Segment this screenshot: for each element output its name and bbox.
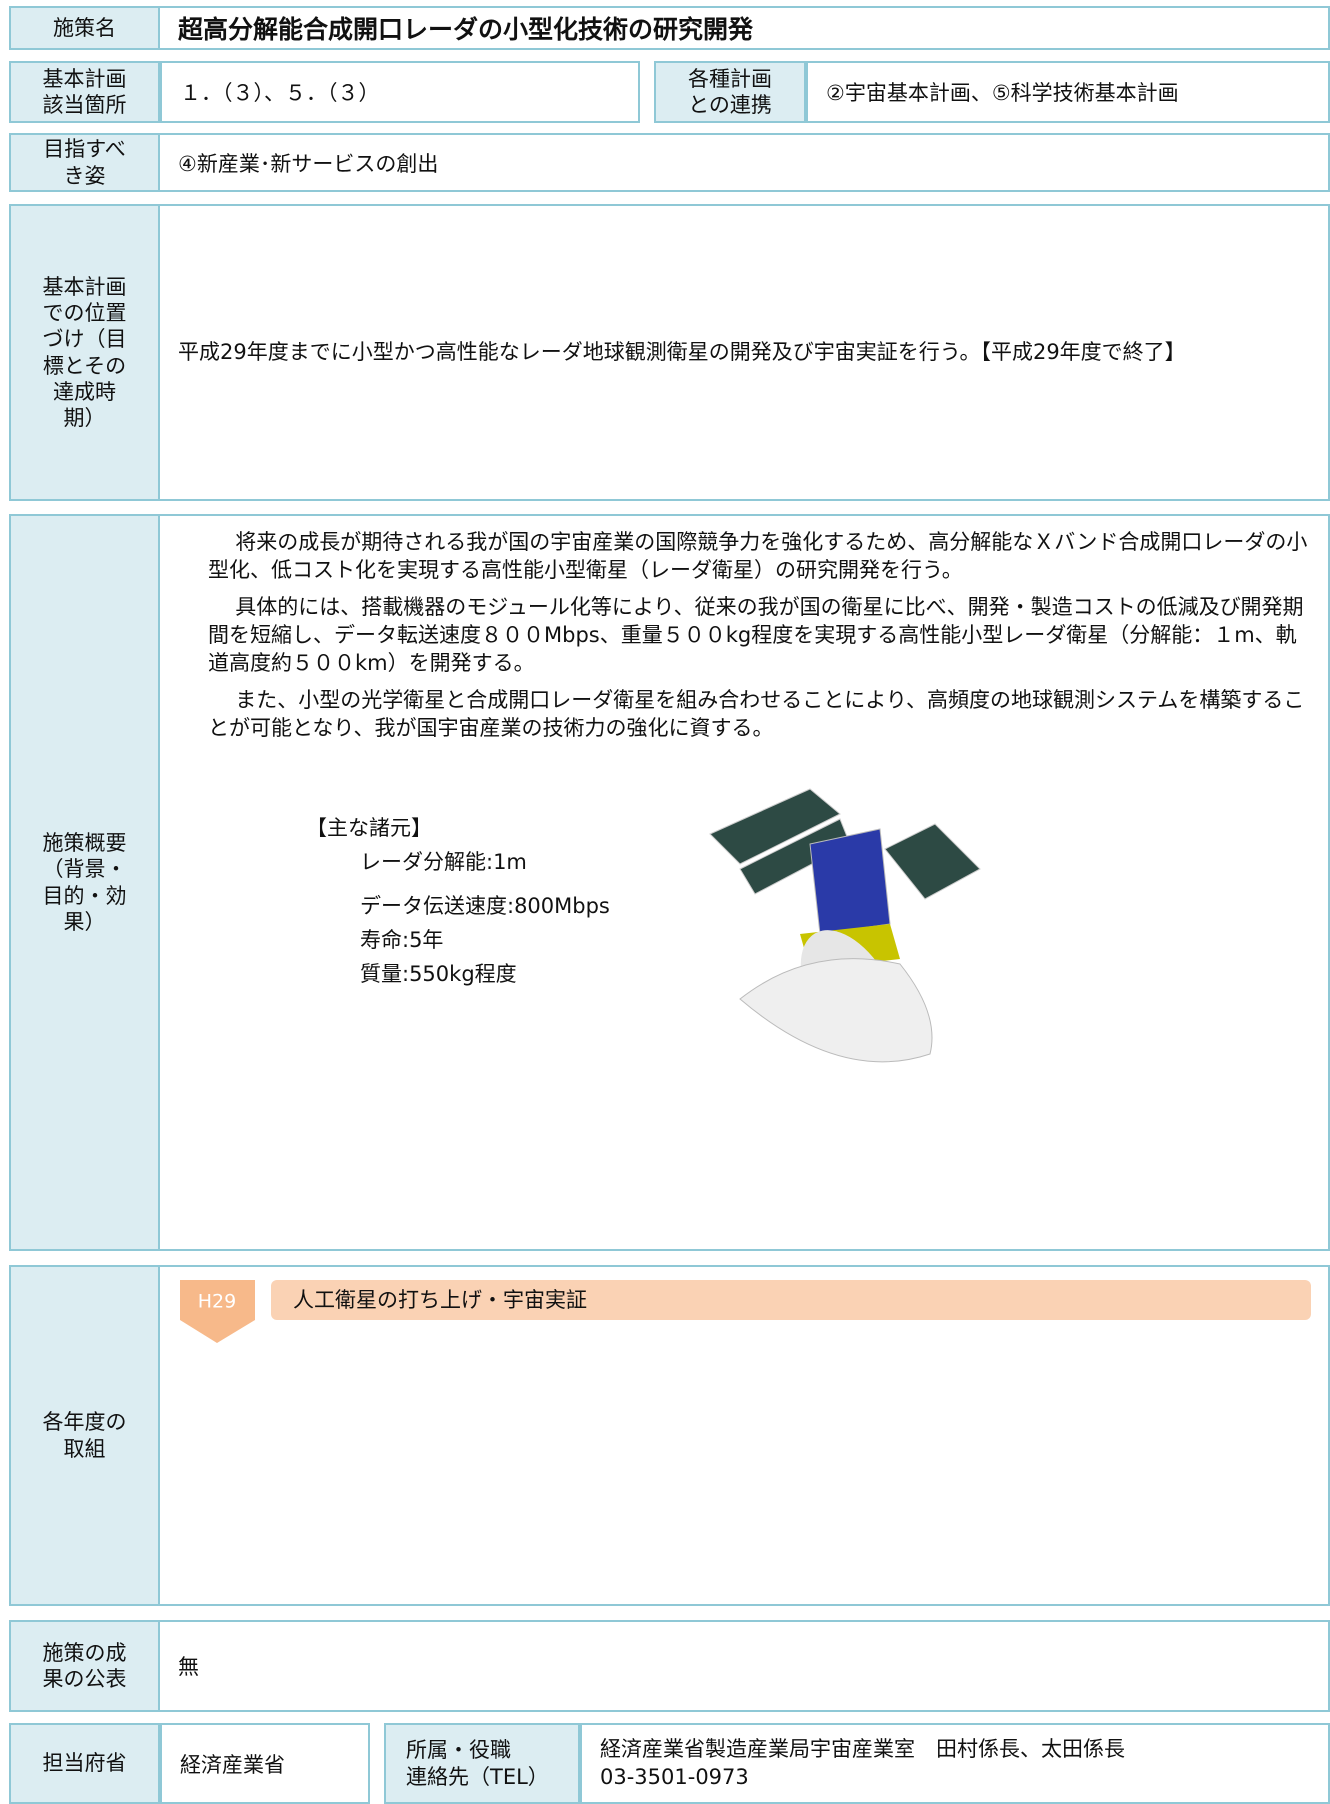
label-cell: 施策概要 （背景・ 目的・効 果） [9,514,160,1251]
value: １．（３）、５．（３） [180,81,380,105]
overview-text: 将来の成長が期待される我が国の宇宙産業の国際競争力を強化するため、高分解能なＸバ… [208,528,1313,750]
satellite-image [709,788,981,1063]
label-cell: 各種計画 との連携 [654,61,806,123]
label: き姿 [63,163,106,188]
label: 達成時 [53,379,116,404]
title: 超高分解能合成開口レーダの小型化技術の研究開発 [178,15,754,44]
label: での位置 [42,301,127,325]
value: 無 [178,1655,199,1679]
spec-item: レーダ分解能:1m [360,850,527,874]
spec-item: 寿命:5年 [360,928,444,952]
value: 平成29年度までに小型かつ高性能なレーダ地球観測衛星の開発及び宇宙実証を行う。【… [178,340,1186,365]
spec-item: データ伝送速度:800Mbps [360,894,610,918]
label-cell: 基本計画 該当箇所 [9,61,160,123]
spec-title: 【主な諸元】 [306,816,432,840]
label: 各年度の [42,1410,127,1435]
spec-item: 質量:550kg程度 [360,962,517,986]
label-cell: 所属・役職 連絡先（TEL） [384,1723,580,1804]
value: 経済産業省製造産業局宇宙産業室 田村係長、太田係長 [600,1737,1125,1762]
value: 03-3501-0973 [600,1764,749,1789]
label: づけ（目 [42,327,127,352]
value: ④新産業･新サービスの創出 [178,151,439,176]
label-cell: 施策の成 果の公表 [9,1620,160,1712]
label: 目指すべ [43,137,126,162]
label: 担当府省 [42,1751,127,1776]
label: 該当箇所 [42,93,127,117]
label: 取組 [63,1436,106,1461]
value-cell: １．（３）、５．（３） [160,61,640,123]
label: （背景・ [42,857,127,882]
task: 人工衛星の打ち上げ・宇宙実証 [293,1288,587,1312]
label: 所属・役職 [406,1738,511,1763]
year-label: H29 [198,1291,236,1313]
label: 施策の成 [42,1640,127,1665]
value-cell: 経済産業省 [160,1723,370,1804]
year-tag: H29 [180,1280,255,1343]
label: 基本計画 [42,274,127,299]
label: との連携 [688,93,772,117]
yearly-cell: H29 人工衛星の打ち上げ・宇宙実証 [158,1265,1330,1606]
label-cell: 各年度の 取組 [9,1265,160,1606]
label: 各種計画 [688,66,772,91]
title-cell: 超高分解能合成開口レーダの小型化技術の研究開発 [158,6,1330,50]
value: 経済産業省 [180,1752,285,1777]
value-cell: 平成29年度までに小型かつ高性能なレーダ地球観測衛星の開発及び宇宙実証を行う。【… [158,204,1330,501]
paragraph: 具体的には、搭載機器のモジュール化等により、従来の我が国の衛星に比べ、開発・製造… [208,594,1304,676]
label-cell: 基本計画 での位置 づけ（目 標とその 達成時 期） [9,204,160,501]
value-cell: 経済産業省製造産業局宇宙産業室 田村係長、太田係長 03-3501-0973 [580,1723,1330,1804]
value: ②宇宙基本計画、⑤科学技術基本計画 [826,81,1179,105]
task-bar: 人工衛星の打ち上げ・宇宙実証 [271,1280,1311,1320]
spec-block: 【主な諸元】 レーダ分解能:1m データ伝送速度:800Mbps 寿命:5年 質… [306,811,610,991]
label: 施策概要 [42,831,127,855]
label: 施策名 [53,15,116,40]
label-cell: 目指すべ き姿 [9,133,160,192]
paragraph: また、小型の光学衛星と合成開口レーダ衛星を組み合わせることにより、高頻度の地球観… [208,687,1305,741]
paragraph: 将来の成長が期待される我が国の宇宙産業の国際競争力を強化するため、高分解能なＸバ… [208,530,1308,583]
overview-cell: 将来の成長が期待される我が国の宇宙産業の国際競争力を強化するため、高分解能なＸバ… [158,514,1330,1251]
value-cell: ④新産業･新サービスの創出 [158,133,1330,192]
value-cell: 無 [158,1620,1330,1712]
label-cell: 担当府省 [9,1723,160,1804]
label-cell: 施策名 [9,6,160,50]
label: 目的・効 [42,883,127,908]
label: 連絡先（TEL） [406,1764,549,1789]
value-cell: ②宇宙基本計画、⑤科学技術基本計画 [806,61,1330,123]
label: 期） [63,406,106,430]
label: 果） [63,909,106,934]
label: 標とその [42,353,127,378]
label: 果の公表 [42,1667,127,1691]
label: 基本計画 [42,66,127,91]
